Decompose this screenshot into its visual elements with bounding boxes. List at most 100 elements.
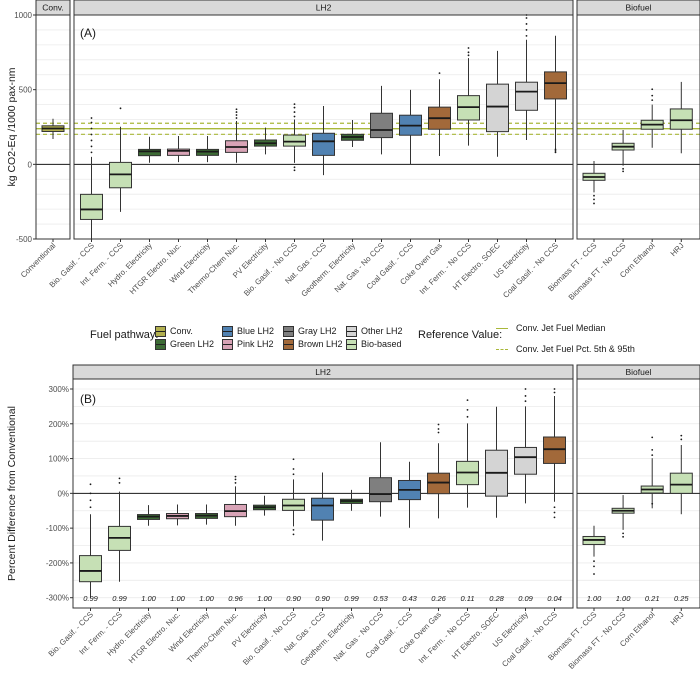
probability-label: 0.25	[674, 594, 689, 603]
outlier-point	[622, 532, 624, 535]
probability-label: 0.90	[315, 594, 330, 603]
y-tick-label: -100%	[46, 524, 69, 533]
outlier-point	[89, 492, 92, 495]
probability-label: 1.00	[170, 594, 185, 603]
legend-ref-item-solid: Conv. Jet Fuel Median	[496, 323, 605, 333]
panel-border	[576, 378, 700, 609]
probability-label: 0.99	[344, 594, 359, 603]
outlier-point	[651, 448, 654, 451]
outlier-point	[593, 573, 595, 575]
outlier-point	[293, 111, 296, 113]
legend-ref-label: Conv. Jet Fuel Pct. 5th & 95th	[516, 344, 635, 354]
y-tick-label: 0	[28, 160, 33, 169]
y-tick-label: 1000	[14, 11, 32, 20]
legend-item-brown: Brown LH2	[283, 339, 343, 351]
facet-strip-label: Biofuel	[626, 367, 652, 377]
y-tick-label: 0%	[57, 489, 69, 498]
y-tick-label: -200%	[46, 559, 69, 568]
outlier-point	[553, 516, 556, 519]
outlier-point	[467, 47, 470, 49]
x-tick-label: Int. Ferm. - No CCS	[418, 241, 473, 296]
legend-swatch-icon	[155, 326, 166, 338]
box-iqr	[669, 108, 693, 130]
x-tick-label: HRJ	[669, 610, 686, 627]
legend-item-label: Other LH2	[361, 326, 403, 336]
box-iqr	[283, 134, 306, 147]
outlier-point	[118, 477, 121, 480]
y-axis-title: kg CO2-Eq /1000 pax-nm	[6, 67, 18, 186]
outlier-point	[553, 391, 556, 394]
probability-label: 0.21	[645, 594, 660, 603]
legend-swatch-icon	[346, 326, 357, 338]
legend-swatch-icon	[155, 339, 166, 351]
panel-border	[72, 378, 574, 609]
box-iqr	[312, 132, 335, 156]
y-tick-label: 100%	[49, 455, 69, 464]
legend-line-icon	[496, 349, 508, 351]
box-iqr	[669, 472, 693, 494]
probability-label: 1.00	[141, 594, 156, 603]
outlier-point	[593, 198, 595, 201]
outlier-point	[292, 458, 295, 461]
outlier-point	[467, 51, 470, 54]
outlier-point	[553, 506, 556, 509]
probability-label: 0.90	[286, 594, 301, 603]
legend-item-bio: Bio-based	[346, 339, 402, 351]
legend-ref-item-dashed: Conv. Jet Fuel Pct. 5th & 95th	[496, 344, 635, 354]
box-iqr	[514, 446, 537, 475]
outlier-point	[525, 29, 528, 31]
box-iqr	[311, 497, 334, 521]
panel-border	[73, 14, 574, 240]
y-tick-label: 200%	[49, 420, 69, 429]
legend-item-green: Green LH2	[155, 339, 214, 351]
outlier-point	[118, 482, 121, 484]
outlier-point	[554, 149, 557, 152]
x-tick-label: Conventional	[19, 241, 58, 280]
box-iqr	[543, 436, 566, 464]
y-tick-label: -300%	[46, 594, 69, 603]
x-tick-label: Biomass FT - No CCS	[567, 610, 628, 671]
outlier-point	[593, 194, 595, 197]
x-tick-label: Nat. Gas - No CCS	[332, 610, 385, 663]
outlier-point	[553, 388, 556, 390]
legend-item-label: Blue LH2	[237, 326, 275, 336]
probability-label: 1.00	[616, 594, 631, 603]
legend-item-label: Gray LH2	[298, 326, 337, 336]
probability-label: 0.26	[431, 594, 446, 603]
y-tick-label: 300%	[49, 385, 69, 394]
outlier-point	[524, 400, 527, 403]
legend-item-label: Pink LH2	[237, 339, 274, 349]
outlier-point	[235, 108, 238, 111]
outlier-point	[292, 528, 295, 531]
outlier-point	[89, 506, 92, 509]
x-tick-label: Geotherm. Electricity	[298, 610, 356, 668]
facet-strip-label: Conv.	[42, 3, 64, 13]
outlier-point	[525, 23, 528, 25]
probability-label: 0.43	[402, 594, 417, 603]
x-tick-label: HTGR Electro. Nuc.	[127, 610, 182, 665]
outlier-point	[438, 72, 441, 74]
outlier-point	[593, 560, 595, 563]
legend-item-other: Other LH2	[346, 326, 403, 338]
probability-label: 0.99	[112, 594, 127, 603]
legend-line-icon	[496, 328, 508, 330]
outlier-point	[437, 428, 440, 430]
probability-label: 0.04	[547, 594, 562, 603]
outlier-point	[622, 170, 624, 173]
legend-item-label: Brown LH2	[298, 339, 343, 349]
x-tick-label: HTGR Electro. Nuc.	[128, 241, 183, 296]
outlier-point	[90, 127, 93, 130]
legend-item-pink: Pink LH2	[222, 339, 274, 351]
legend-swatch-icon	[222, 326, 233, 338]
box-iqr	[544, 71, 567, 100]
legend: Fuel pathway: Conv. Green LH2 Blue LH2 Pink…	[0, 318, 700, 358]
outlier-point	[235, 114, 238, 116]
outlier-point	[234, 475, 237, 478]
outlier-point	[651, 436, 654, 439]
legend-swatch-icon	[346, 339, 357, 351]
outlier-point	[525, 35, 528, 37]
outlier-point	[119, 107, 122, 110]
probability-label: 0.11	[460, 594, 474, 603]
outlier-point	[554, 151, 557, 154]
